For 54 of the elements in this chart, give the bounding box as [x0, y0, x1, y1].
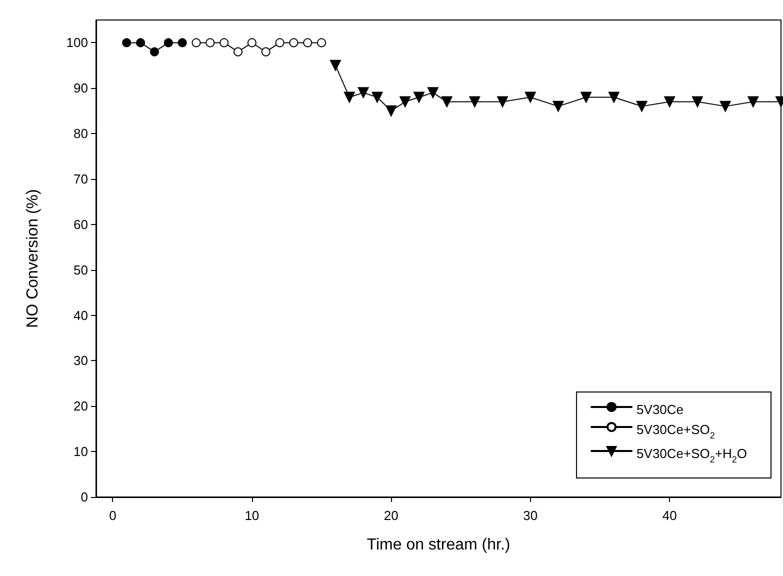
- point: [636, 100, 648, 112]
- y-tick-label: 0: [80, 490, 88, 504]
- point: [220, 38, 229, 48]
- point: [692, 96, 703, 108]
- point: [720, 100, 731, 112]
- y-tick-label: 100: [66, 35, 88, 50]
- point: [469, 96, 480, 108]
- point: [664, 96, 676, 108]
- y-tick-label: 10: [74, 444, 88, 460]
- legend-label: 5V30Ce: [636, 402, 684, 417]
- point: [748, 96, 759, 108]
- y-axis-title: NO Conversion (%): [24, 189, 42, 328]
- x-axis-title: Time on stream (hr.): [366, 536, 510, 554]
- x-tick-label: 20: [384, 508, 398, 523]
- point: [192, 38, 201, 48]
- point: [178, 38, 187, 48]
- point: [344, 92, 355, 103]
- point: [427, 87, 438, 98]
- y-tick-label: 20: [74, 398, 88, 414]
- point: [289, 38, 298, 48]
- point: [358, 87, 369, 98]
- x-tick-label: 30: [523, 508, 538, 523]
- point: [330, 60, 341, 71]
- point: [580, 92, 592, 103]
- point: [400, 96, 411, 108]
- y-tick-label: 90: [74, 80, 88, 96]
- x-tick-label: 40: [662, 508, 677, 523]
- x-tick-label: 0: [109, 508, 116, 523]
- point: [122, 38, 132, 48]
- point: [234, 47, 243, 56]
- point: [552, 100, 564, 112]
- point: [524, 92, 536, 103]
- point: [150, 47, 159, 56]
- y-tick-label: 40: [74, 308, 88, 323]
- y-tick-label: 60: [74, 216, 88, 232]
- y-tick-label: 30: [74, 353, 88, 368]
- point: [497, 96, 508, 108]
- point: [164, 38, 173, 48]
- point: [608, 92, 620, 103]
- point: [372, 92, 383, 103]
- point: [206, 38, 215, 48]
- point: [261, 47, 270, 56]
- point: [317, 38, 326, 48]
- point: [386, 105, 397, 116]
- point: [414, 92, 425, 103]
- point: [275, 38, 284, 48]
- y-tick-label: 50: [74, 262, 88, 278]
- x-tick-label: 10: [244, 508, 260, 523]
- point: [441, 96, 452, 108]
- point: [136, 38, 146, 48]
- point: [303, 38, 312, 48]
- y-tick-label: 80: [74, 126, 88, 142]
- point: [247, 38, 256, 48]
- y-tick-label: 70: [74, 172, 88, 186]
